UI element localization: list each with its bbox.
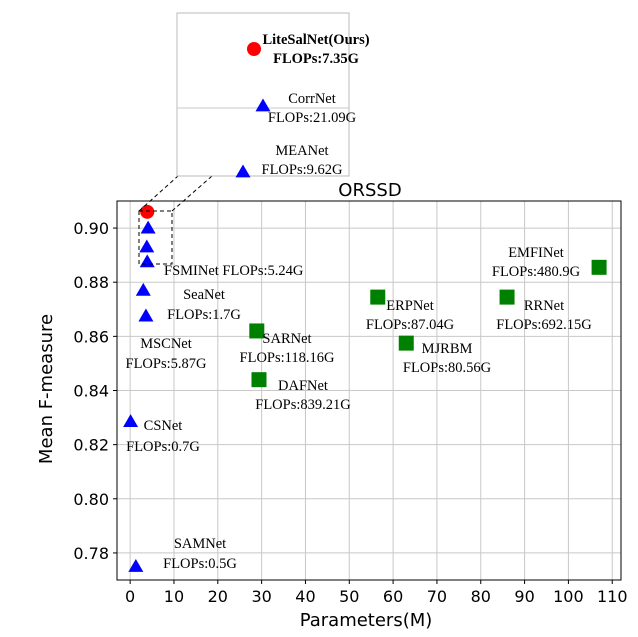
point-seanet bbox=[135, 282, 151, 296]
x-tick-label: 10 bbox=[164, 587, 184, 606]
y-tick-label: 0.86 bbox=[73, 327, 109, 346]
label-emfinet-flops: FLOPs:480.9G bbox=[492, 264, 581, 280]
y-tick-label: 0.78 bbox=[73, 544, 109, 563]
label-erpnet-name: ERPNet bbox=[386, 298, 434, 314]
inset-point-corrnet bbox=[255, 98, 271, 112]
point-labels: FSMINet FLOPs:5.24G SeaNet FLOPs:1.7G MSCNe… bbox=[126, 245, 593, 572]
label-erpnet-flops: FLOPs:87.04G bbox=[366, 317, 455, 333]
x-tick-label: 0 bbox=[125, 587, 135, 606]
label-mjrbm-name: MJRBM bbox=[422, 341, 473, 357]
label-samnet-flops: FLOPs:0.5G bbox=[163, 556, 237, 572]
axis-ticks: 0 10 20 30 40 50 60 70 80 90 100 110 0.78 0.80 0.82 0.8… bbox=[73, 219, 627, 606]
zoom-connector-right bbox=[171, 175, 213, 212]
grid bbox=[117, 201, 621, 580]
inset-label-litesalnet-ours-flops: FLOPs:7.35G bbox=[273, 51, 359, 67]
point-fsminet bbox=[139, 254, 155, 268]
chart-title: ORSSD bbox=[338, 180, 401, 201]
label-mscnet-flops: FLOPs:5.87G bbox=[126, 356, 208, 372]
point-mjrbm bbox=[398, 335, 414, 351]
point-litesalnet-ours bbox=[140, 204, 155, 219]
point-erpnet bbox=[370, 289, 386, 305]
x-tick-label: 60 bbox=[383, 587, 403, 606]
label-seanet-name: SeaNet bbox=[183, 287, 225, 303]
label-dafnet-flops: FLOPs:839.21G bbox=[255, 397, 351, 413]
x-tick-label: 30 bbox=[251, 587, 271, 606]
label-csnet-flops: FLOPs:0.7G bbox=[126, 439, 200, 455]
label-dafnet-name: DAFNet bbox=[278, 378, 328, 394]
x-tick-label: 110 bbox=[597, 587, 628, 606]
inset-label-litesalnet-ours-name: LiteSalNet(Ours) bbox=[262, 32, 369, 48]
zoom-region-box bbox=[138, 210, 173, 265]
x-axis-label: Parameters(M) bbox=[300, 610, 433, 631]
point-corrnet bbox=[140, 220, 156, 234]
y-tick-label: 0.90 bbox=[73, 219, 109, 238]
point-meanet bbox=[139, 239, 155, 253]
point-mscnet bbox=[138, 308, 154, 322]
label-rrnet-flops: FLOPs:692.15G bbox=[496, 317, 592, 333]
label-seanet-flops: FLOPs:1.7G bbox=[167, 307, 241, 323]
label-csnet-name: CSNet bbox=[144, 418, 183, 434]
y-tick-label: 0.84 bbox=[73, 382, 109, 401]
inset-label-meanet-flops: FLOPs:9.62G bbox=[262, 162, 344, 178]
x-tick-label: 20 bbox=[208, 587, 228, 606]
point-emfinet bbox=[591, 259, 607, 275]
inset-point-meanet bbox=[235, 164, 251, 178]
inset-label-corrnet-flops: FLOPs:21.09G bbox=[268, 110, 357, 126]
y-tick-label: 0.80 bbox=[73, 490, 109, 509]
inset-label-meanet-name: MEANet bbox=[275, 143, 328, 159]
x-tick-label: 90 bbox=[514, 587, 534, 606]
label-mscnet-name: MSCNet bbox=[140, 336, 192, 352]
point-sarnet bbox=[249, 323, 265, 339]
inset-frame bbox=[176, 12, 350, 177]
point-csnet bbox=[123, 414, 139, 428]
point-dafnet bbox=[251, 372, 267, 388]
label-fsminet-name: FSMINet FLOPs:5.24G bbox=[164, 263, 304, 279]
y-axis-label: Mean F-measure bbox=[36, 314, 57, 464]
label-mjrbm-flops: FLOPs:80.56G bbox=[403, 360, 492, 376]
point-rrnet bbox=[499, 289, 515, 305]
x-tick-label: 40 bbox=[295, 587, 315, 606]
inset-point-litesalnet-ours bbox=[247, 42, 261, 56]
x-tick-label: 80 bbox=[471, 587, 491, 606]
x-tick-label: 50 bbox=[339, 587, 359, 606]
x-tick-label: 70 bbox=[427, 587, 447, 606]
label-rrnet-name: RRNet bbox=[524, 298, 564, 314]
x-tick-label: 100 bbox=[553, 587, 584, 606]
inset-label-corrnet-name: CorrNet bbox=[288, 91, 336, 107]
zoom-connector-left bbox=[138, 175, 179, 212]
label-sarnet-flops: FLOPs:118.16G bbox=[240, 350, 335, 366]
y-tick-label: 0.88 bbox=[73, 273, 109, 292]
label-sarnet-name: SARNet bbox=[262, 331, 311, 347]
y-tick-label: 0.82 bbox=[73, 436, 109, 455]
label-emfinet-name: EMFINet bbox=[508, 245, 564, 261]
label-samnet-name: SAMNet bbox=[174, 536, 226, 552]
data-points bbox=[123, 204, 607, 572]
inset-points: LiteSalNet(Ours) FLOPs:7.35G CorrNet FLOPs:… bbox=[235, 32, 370, 178]
point-samnet bbox=[128, 558, 144, 572]
